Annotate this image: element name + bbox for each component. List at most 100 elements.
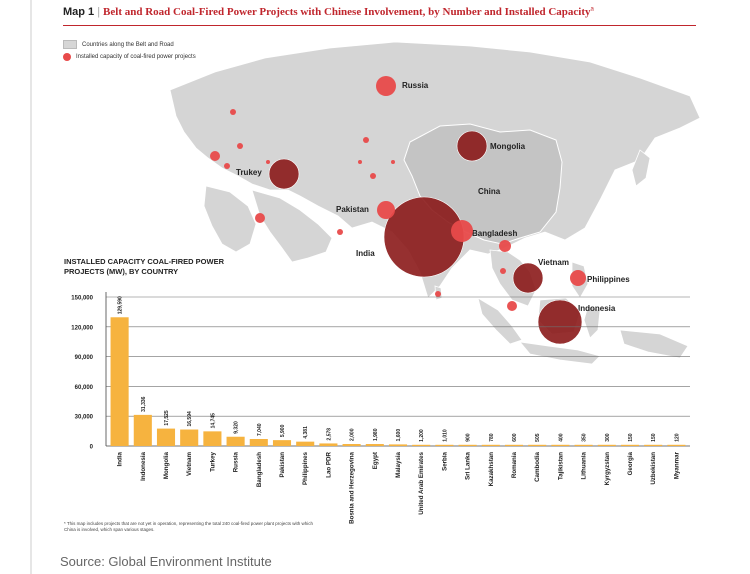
bar-value-label: 129,590 — [118, 296, 124, 314]
x-tick-label: Sri Lanka — [465, 451, 472, 479]
bar-value-label: 400 — [558, 433, 564, 442]
bar-uzbekistan — [644, 444, 663, 446]
x-tick-label: Kazakhstan — [488, 452, 495, 487]
capacity-dot-tajikistan — [363, 137, 369, 143]
footnote: * This map includes projects that are no… — [64, 521, 314, 532]
bar-value-label: 1,600 — [396, 429, 402, 442]
bar-serbia — [435, 444, 454, 446]
x-tick-label: Egypt — [372, 452, 379, 469]
x-tick-label: Mongolia — [163, 451, 170, 479]
bar-value-label: 900 — [466, 433, 472, 442]
x-tick-label: Turkey — [209, 451, 216, 471]
capacity-dot-lao — [499, 240, 511, 252]
map-label-vietnam: Vietnam — [538, 258, 569, 267]
bar-indonesia — [133, 414, 152, 446]
bar-india — [110, 317, 129, 446]
legend-land-label: Countries along the Belt and Road — [82, 41, 174, 48]
x-tick-label: Serbia — [441, 451, 448, 470]
x-tick-label: Georgia — [627, 451, 634, 475]
bar-value-label: 1,980 — [373, 428, 379, 441]
map-label-pakistan: Pakistan — [336, 205, 369, 214]
capacity-dot-uzbekistan — [358, 160, 362, 164]
x-tick-label: Romania — [511, 451, 518, 478]
capacity-dot-cambodia — [500, 268, 506, 274]
bar-romania — [504, 444, 524, 446]
x-tick-label: Kyrgyzstan — [604, 452, 611, 486]
map-title-text: Belt and Road Coal-Fired Power Projects … — [103, 6, 591, 18]
capacity-dot-vietnam — [512, 262, 544, 294]
map-label-philippines: Philippines — [587, 275, 630, 284]
bar-value-label: 150 — [651, 433, 657, 442]
bar-tajikistan — [551, 444, 570, 446]
bar-kyrgyzstan — [597, 444, 616, 446]
bar-georgia — [620, 444, 640, 446]
y-tick-label: 150,000 — [71, 296, 93, 302]
land-arabia — [251, 189, 333, 263]
x-tick-label: Bosnia and Herzegovina — [349, 451, 356, 523]
page-left-rule — [30, 0, 32, 574]
bar-value-label: 4,381 — [303, 426, 309, 439]
map-label-bangladesh: Bangladesh — [472, 229, 517, 238]
bar-myanmar — [667, 444, 686, 446]
bar-value-label: 600 — [512, 433, 518, 442]
x-tick-label: Uzbekistan — [650, 452, 657, 485]
map-label-indonesia: Indonesia — [578, 304, 616, 313]
bar-value-label: 2,578 — [326, 428, 332, 441]
bar-value-label: 1,200 — [419, 429, 425, 442]
land-indonesia-1 — [477, 297, 523, 345]
y-tick-label: 0 — [90, 445, 94, 451]
bar-malaysia — [388, 444, 408, 446]
bar-russia — [226, 436, 245, 446]
bar-lao-pdr — [319, 443, 338, 446]
map-label-india: India — [356, 249, 375, 258]
bar-vietnam — [180, 429, 199, 446]
capacity-dot-georgia — [266, 160, 270, 164]
bar-united-arab-emirates — [412, 444, 431, 446]
x-tick-label: Vietnam — [186, 452, 193, 476]
bar-value-label: 14,745 — [210, 413, 216, 429]
legend-land: Countries along the Belt and Road — [63, 40, 174, 49]
capacity-dot-russia — [376, 76, 396, 96]
bar-turkey — [203, 431, 222, 446]
bar-mongolia — [156, 428, 176, 446]
x-tick-label: Philippines — [302, 451, 309, 485]
map-label-china: China — [478, 187, 501, 196]
legend-dot-swatch — [63, 53, 71, 61]
bar-value-label: 7,040 — [257, 423, 263, 436]
x-tick-label: Russia — [233, 451, 240, 472]
y-tick-label: 60,000 — [75, 385, 94, 391]
y-tick-label: 30,000 — [75, 415, 94, 421]
x-tick-label: Pakistan — [279, 452, 286, 478]
capacity-dot-turkey — [268, 158, 300, 190]
x-tick-label: Indonesia — [140, 451, 147, 480]
bar-value-label: 300 — [605, 433, 611, 442]
map-label-mongolia: Mongolia — [490, 142, 526, 151]
x-tick-label: Malaysia — [395, 451, 402, 477]
bar-value-label: 150 — [628, 433, 634, 442]
legend-dot: Installed capacity of coal-fired power p… — [63, 53, 196, 61]
bar-value-label: 9,320 — [234, 421, 240, 434]
x-tick-label: Lao PDR — [325, 451, 332, 477]
x-tick-label: Myanmar — [673, 451, 680, 479]
map-title-superscript: a — [590, 6, 594, 13]
bar-value-label: 31,336 — [141, 396, 147, 412]
x-tick-label: Bangladesh — [256, 452, 263, 487]
bar-lithuania — [574, 444, 593, 446]
legend-dot-label: Installed capacity of coal-fired power p… — [76, 54, 196, 60]
bar-egypt — [365, 444, 384, 446]
x-tick-label: United Arab Emirates — [418, 451, 425, 514]
y-tick-label: 120,000 — [71, 325, 93, 331]
bar-value-label: 16,594 — [187, 411, 193, 427]
capacity-dot-pakistan — [377, 201, 395, 219]
bar-cambodia — [528, 444, 547, 446]
bar-value-label: 5,900 — [280, 424, 286, 437]
capacity-dot-uae — [337, 229, 343, 235]
capacity-dot-sri-lanka — [435, 291, 441, 297]
bar-value-label: 120 — [674, 433, 680, 442]
map-label-russia: Russia — [402, 81, 429, 90]
capacity-dot-philippines — [570, 270, 586, 286]
capacity-dot-kyrgyzstan — [391, 160, 395, 164]
source-caption: Source: Global Environment Institute — [60, 554, 272, 569]
map-label-trukey: Trukey — [236, 168, 262, 177]
